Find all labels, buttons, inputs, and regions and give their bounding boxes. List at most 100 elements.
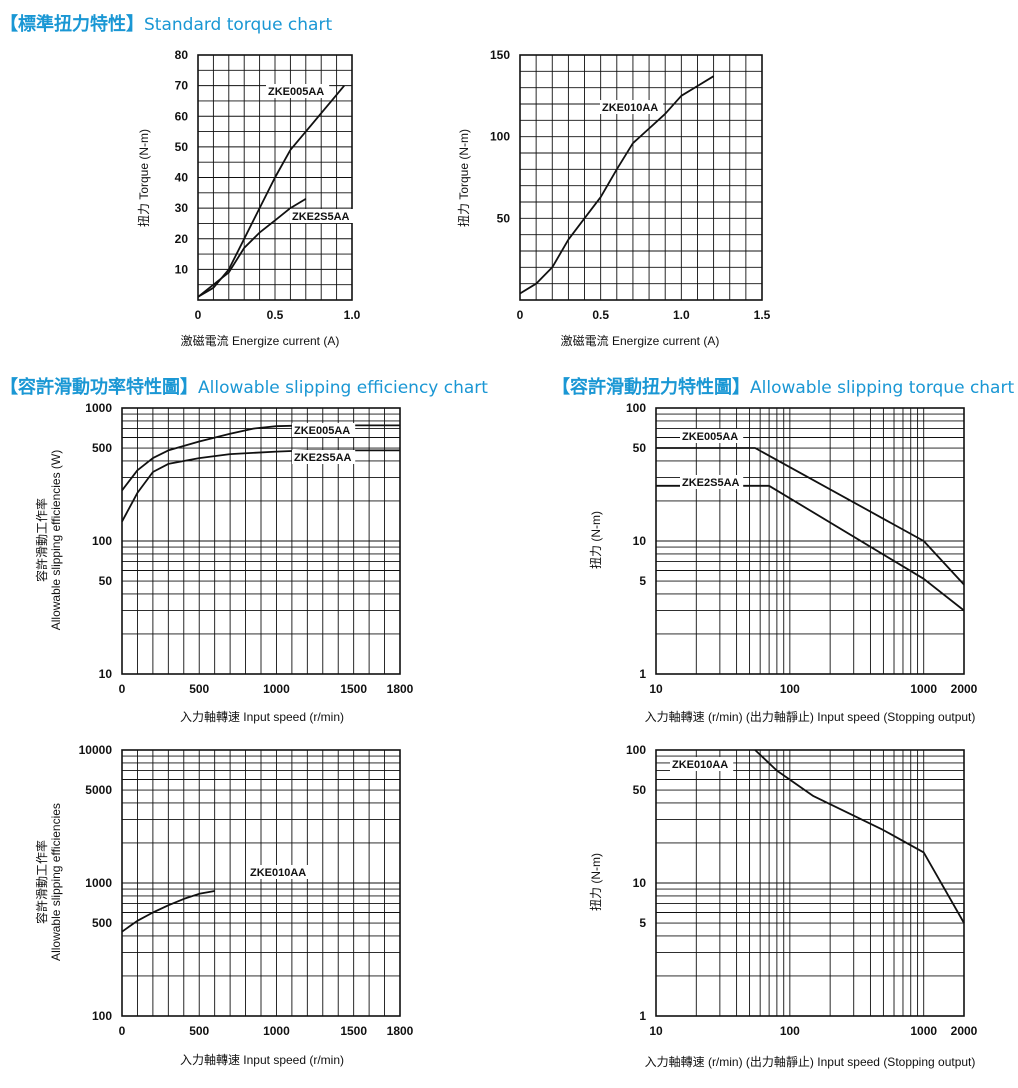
x-tick-label: 10 xyxy=(649,682,663,696)
y-axis-label: 扭力 (N-m) xyxy=(589,511,603,569)
x-tick-label: 500 xyxy=(189,1024,209,1038)
title-slip-torque-cjk: 【容許滑動扭力特性圖】 xyxy=(552,377,750,398)
y-tick-label: 1 xyxy=(639,1009,646,1023)
x-tick-label: 1800 xyxy=(387,1024,414,1038)
x-tick-label: 2000 xyxy=(951,1024,978,1038)
title-efficiency-en: Allowable slipping efficiency chart xyxy=(198,378,488,398)
chart-c3: 0 500 1000 1500 1800 10 50 100 500 1000 入力軸轉速 Inpu… xyxy=(34,401,414,724)
x-tick-label: 2000 xyxy=(951,682,978,696)
y-tick-label: 10 xyxy=(633,876,647,890)
chart-c2: 0 0.5 1.0 1.5 50 100 150 激磁電流 Energize current … xyxy=(457,48,771,348)
y-tick-label: 100 xyxy=(626,401,646,415)
x-tick-label: 500 xyxy=(189,682,209,696)
y-tick-label: 10000 xyxy=(79,743,113,757)
y-tick-label: 100 xyxy=(490,130,510,144)
y-tick-label: 50 xyxy=(497,211,511,225)
y-tick-label: 50 xyxy=(633,783,647,797)
y-axis-label: 容許滑動工作率 xyxy=(34,840,49,924)
x-tick-label: 1000 xyxy=(263,1024,290,1038)
y-axis-label: 扭力 Torque (N-m) xyxy=(137,129,151,227)
grid xyxy=(121,407,401,675)
series-label: ZKE2S5AA xyxy=(294,452,352,464)
y-tick-label: 80 xyxy=(175,48,189,62)
x-tick-label: 0.5 xyxy=(267,308,284,322)
series-line-zke010aa xyxy=(121,890,215,933)
x-tick-label: 1500 xyxy=(340,1024,367,1038)
series-line-zke005aa xyxy=(197,85,345,298)
grid xyxy=(121,749,401,1017)
series-label: ZKE005AA xyxy=(268,86,324,98)
chart-c6: 10 100 1000 2000 1 5 10 50 100 入力軸轉速 (r/min) (出力軸… xyxy=(589,743,978,1069)
y-tick-label: 20 xyxy=(175,232,189,246)
series-label: ZKE005AA xyxy=(682,431,738,443)
y-tick-label: 1000 xyxy=(85,401,112,415)
plot-frame xyxy=(655,749,965,1017)
x-tick-label: 1800 xyxy=(387,682,414,696)
y-tick-label: 1 xyxy=(639,667,646,681)
y-tick-label: 500 xyxy=(92,441,112,455)
x-tick-label: 0 xyxy=(517,308,524,322)
x-axis-label: 入力軸轉速 (r/min) (出力軸靜止) Input speed (Stopp… xyxy=(645,710,976,724)
series-label-bg xyxy=(680,429,744,443)
y-axis-label: 扭力 (N-m) xyxy=(589,853,603,911)
chart-c1: 0 0.5 1.0 10 20 30 40 50 60 70 80 激磁電流 Energize cur… xyxy=(137,48,361,348)
y-tick-label: 60 xyxy=(175,109,189,123)
plot-frame xyxy=(197,54,353,301)
x-axis-label: 入力軸轉速 Input speed (r/min) xyxy=(180,1053,344,1067)
series-label: ZKE010AA xyxy=(250,867,306,879)
plot-frame xyxy=(519,54,763,301)
plot-frame xyxy=(121,407,401,675)
title-efficiency-cjk: 【容許滑動功率特性圖】 xyxy=(0,377,198,398)
y-axis-label: 扭力 Torque (N-m) xyxy=(457,129,471,227)
x-tick-label: 0.5 xyxy=(592,308,609,322)
title-slipping-torque: 【容許滑動扭力特性圖】Allowable slipping torque cha… xyxy=(552,373,1014,399)
series-line-zke005aa xyxy=(656,447,965,586)
title-slip-torque-en: Allowable slipping torque chart xyxy=(750,378,1015,398)
series-label-bg xyxy=(600,100,664,114)
y-tick-label: 10 xyxy=(99,667,113,681)
x-axis-label: 激磁電流 Energize current (A) xyxy=(561,333,720,348)
x-tick-label: 1.5 xyxy=(754,308,771,322)
y-tick-label: 10 xyxy=(633,534,647,548)
x-tick-label: 1.0 xyxy=(344,308,361,322)
y-tick-label: 150 xyxy=(490,48,510,62)
x-tick-label: 100 xyxy=(780,1024,800,1038)
y-tick-label: 40 xyxy=(175,171,189,185)
x-tick-label: 1.0 xyxy=(673,308,690,322)
plot-frame xyxy=(655,407,965,675)
y-tick-label: 100 xyxy=(92,534,112,548)
y-axis-label-en: Allowable slipping efficiencies xyxy=(49,803,63,961)
x-tick-label: 1000 xyxy=(263,682,290,696)
series-label: ZKE010AA xyxy=(672,759,728,771)
y-tick-label: 100 xyxy=(92,1009,112,1023)
plot-frame xyxy=(121,749,401,1017)
series-label-bg xyxy=(248,865,312,879)
grid xyxy=(519,54,763,301)
title-standard-cjk: 【標準扭力特性】 xyxy=(0,14,144,35)
y-tick-label: 50 xyxy=(99,574,113,588)
series-label: ZKE2S5AA xyxy=(292,211,350,223)
x-tick-label: 0 xyxy=(119,1024,126,1038)
x-axis-label: 入力軸轉速 (r/min) (出力軸靜止) Input speed (Stopp… xyxy=(645,1055,976,1069)
x-axis-label: 入力軸轉速 Input speed (r/min) xyxy=(180,710,344,724)
y-tick-label: 100 xyxy=(626,743,646,757)
y-tick-label: 5000 xyxy=(85,783,112,797)
series-label-bg xyxy=(680,475,744,489)
x-tick-label: 1500 xyxy=(340,682,367,696)
y-tick-label: 500 xyxy=(92,916,112,930)
series-label-bg xyxy=(670,757,734,771)
y-axis-label-en: Allowable slipping efficiencies (W) xyxy=(49,450,63,631)
series-label: ZKE010AA xyxy=(602,102,658,114)
series-label: ZKE005AA xyxy=(294,425,350,437)
chart-c4: 10 100 1000 2000 1 5 10 50 100 入力軸轉速 (r/min) (出力軸… xyxy=(589,401,978,724)
y-axis-label: 容許滑動工作率 xyxy=(34,498,49,582)
title-standard-en: Standard torque chart xyxy=(144,15,333,35)
x-tick-label: 100 xyxy=(780,682,800,696)
series-label-bg xyxy=(292,450,356,464)
series-label-bg xyxy=(266,84,330,98)
y-tick-label: 10 xyxy=(175,262,189,276)
y-tick-label: 5 xyxy=(639,916,646,930)
x-tick-label: 0 xyxy=(119,682,126,696)
y-tick-label: 70 xyxy=(175,79,189,93)
